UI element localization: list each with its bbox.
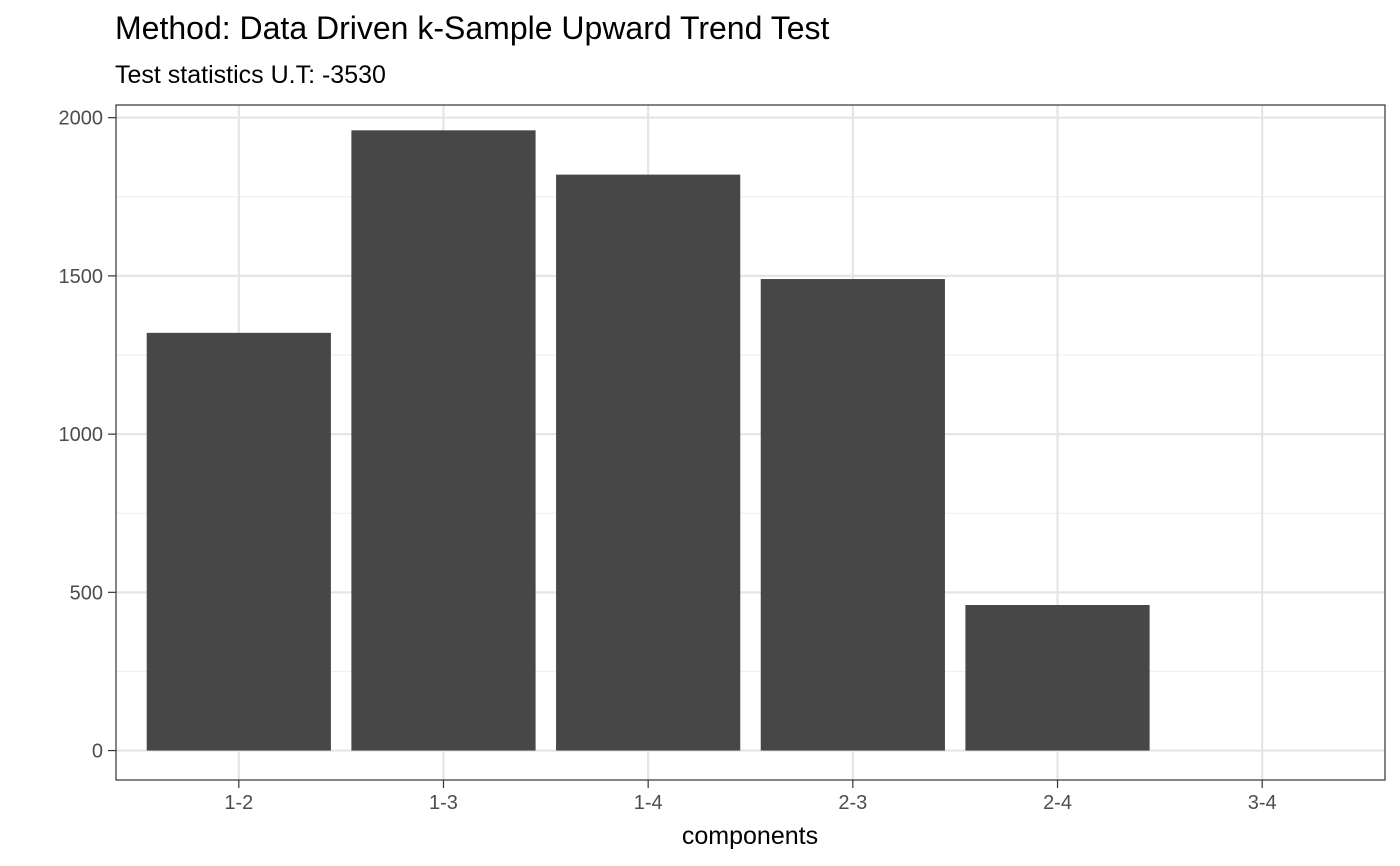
x-tick-label: 2-3 [838, 792, 867, 814]
y-tick-label: 0 [92, 741, 103, 763]
bar-1-3 [351, 130, 536, 751]
bar-1-4 [556, 174, 741, 751]
y-tick-label: 500 [70, 582, 103, 604]
x-tick-label: 1-4 [634, 792, 663, 814]
x-tick-label: 1-2 [224, 792, 253, 814]
x-tick-label: 1-3 [429, 792, 458, 814]
y-tick-label: 2000 [59, 108, 104, 130]
y-tick-label: 1500 [59, 266, 104, 288]
x-tick-label: 3-4 [1248, 792, 1277, 814]
y-axis: 0 500 1000 1500 2000 [59, 108, 116, 763]
x-axis-title: components [682, 822, 818, 850]
x-tick-label: 2-4 [1043, 792, 1072, 814]
bars [146, 130, 1150, 751]
y-tick-label: 1000 [59, 424, 104, 446]
panel-border [115, 104, 1386, 781]
x-axis: 1-2 1-3 1-4 2-3 2-4 3-4 [224, 780, 1277, 814]
bar-1-2 [146, 332, 331, 751]
bar-2-4 [965, 605, 1150, 751]
chart-title: Method: Data Driven k-Sample Upward Tren… [115, 10, 830, 46]
bar-2-3 [760, 279, 945, 751]
chart-subtitle: Test statistics U.T: -3530 [115, 61, 386, 89]
